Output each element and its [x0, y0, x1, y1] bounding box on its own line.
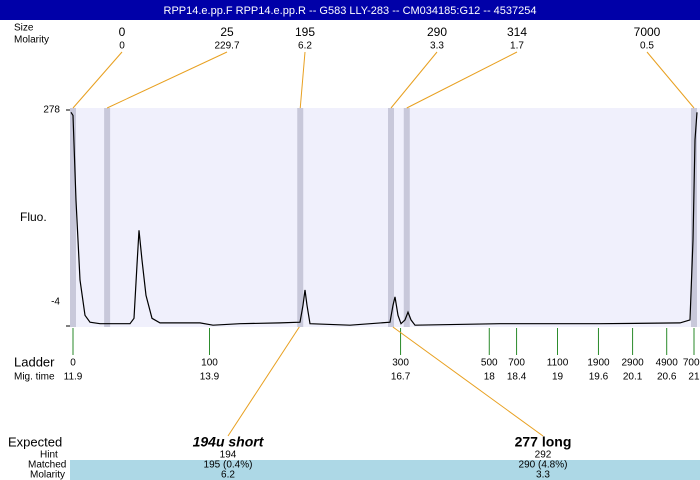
- peak-molarity: 0.5: [640, 41, 654, 52]
- peak-molarity: 229.7: [214, 41, 239, 52]
- peak-molarity: 3.3: [430, 41, 444, 52]
- ladder-mig-time: 11.9: [64, 372, 83, 383]
- ladder-size: 700: [508, 358, 525, 369]
- title: RPP14.e.pp.F RPP14.e.pp.R -- G583 LLY-28…: [164, 5, 537, 17]
- peak-size: 195: [295, 25, 315, 39]
- mig-label: Mig. time: [14, 372, 55, 383]
- ladder-size: 100: [201, 358, 218, 369]
- peak-lane: [403, 108, 410, 327]
- peak-connector: [106, 51, 228, 109]
- peak-molarity: 1.7: [510, 41, 524, 52]
- matched-band: [70, 460, 700, 480]
- y-tick-label: -4: [51, 297, 60, 308]
- plot-area: [70, 108, 700, 327]
- ladder-mig-time: 19.6: [589, 372, 609, 383]
- expected-connector: [392, 326, 544, 437]
- ladder-size: 7000: [683, 358, 700, 369]
- ladder-size: 1100: [547, 358, 569, 369]
- matched-label: Matched: [28, 460, 66, 471]
- peak-lane: [70, 108, 77, 327]
- peak-size: 314: [507, 25, 527, 39]
- expected-matched: 195 (0.4%): [204, 460, 253, 471]
- peak-lane: [297, 108, 304, 327]
- peak-size: 7000: [634, 25, 661, 39]
- title-bar: [0, 0, 700, 20]
- peak-connector: [72, 51, 123, 109]
- ladder-mig-time: 21: [688, 372, 700, 383]
- exp-molarity-label: Molarity: [30, 470, 65, 480]
- hint-label: Hint: [40, 450, 58, 461]
- expected-connector: [227, 326, 300, 437]
- peak-molarity: 6.2: [298, 41, 312, 52]
- ladder-size: 500: [481, 358, 498, 369]
- trace: [70, 111, 698, 326]
- expected-label: Expected: [8, 434, 62, 449]
- ladder-mig-time: 19: [552, 372, 564, 383]
- ladder-label: Ladder: [14, 354, 55, 369]
- peak-size: 0: [119, 25, 126, 39]
- peak-molarity: 0: [119, 41, 125, 52]
- size-label: Size: [14, 23, 34, 34]
- ladder-size: 4900: [656, 358, 679, 369]
- ladder-size: 2900: [621, 358, 644, 369]
- expected-hint: 194: [220, 450, 237, 461]
- expected-molarity: 6.2: [221, 470, 235, 480]
- peak-connector: [406, 51, 518, 109]
- peak-connector: [299, 51, 306, 109]
- ladder-mig-time: 16.7: [391, 372, 411, 383]
- expected-name: 194u short: [193, 434, 265, 450]
- expected-hint: 292: [535, 450, 552, 461]
- molarity-label: Molarity: [14, 35, 49, 46]
- peak-lane: [388, 108, 395, 327]
- peak-connector: [646, 51, 695, 109]
- peak-connector: [390, 51, 438, 109]
- y-tick-label: 278: [43, 105, 60, 116]
- ladder-size: 300: [392, 358, 409, 369]
- peak-lane: [104, 108, 111, 327]
- expected-molarity: 3.3: [536, 470, 550, 480]
- expected-name: 277 long: [515, 434, 572, 450]
- ladder-size: 1900: [587, 358, 610, 369]
- peak-size: 25: [220, 25, 234, 39]
- ladder-mig-time: 20.1: [623, 372, 643, 383]
- ladder-mig-time: 18.4: [507, 372, 527, 383]
- ladder-mig-time: 20.6: [657, 372, 677, 383]
- ladder-size: 0: [70, 358, 76, 369]
- expected-matched: 290 (4.8%): [519, 460, 568, 471]
- y-label: Fluo.: [20, 210, 47, 224]
- peak-size: 290: [427, 25, 447, 39]
- ladder-mig-time: 13.9: [200, 372, 220, 383]
- ladder-mig-time: 18: [484, 372, 496, 383]
